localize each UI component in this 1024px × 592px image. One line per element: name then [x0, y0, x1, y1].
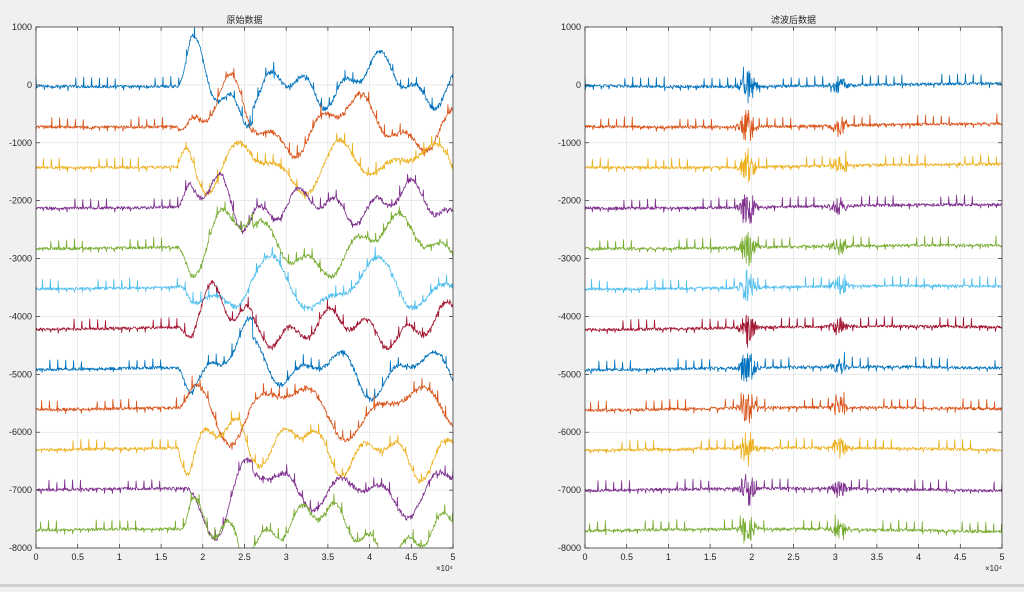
x-tick-label: 2.5	[238, 552, 251, 562]
x-tick-label: 1	[666, 552, 671, 562]
y-tick-label: -2000	[9, 196, 32, 206]
x-tick-label: 0	[582, 552, 587, 562]
y-tick-label: -6000	[9, 427, 32, 437]
series-line-11	[585, 473, 1002, 506]
x-tick-label: 4.5	[954, 552, 967, 562]
y-tick-label: -6000	[558, 427, 581, 437]
series-line-8	[585, 351, 1002, 383]
y-tick-label: -4000	[558, 311, 581, 321]
y-tick-label: 0	[576, 80, 581, 90]
axes-filtered-data: 0 0.5 1 1.5 2 2.5 3 3.5 4 4.5 5 1000 0 -1000 -2000 -300…	[558, 14, 1005, 573]
axes-raw-data: 0 0.5 1 1.5 2 2.5 3 3.5 4 4.5 5 1000 0 -1000 -2000 -300…	[9, 14, 456, 573]
x-tick-label: 4	[367, 552, 372, 562]
x-tick-label: 3.5	[322, 552, 335, 562]
y-tick-label: -2000	[558, 196, 581, 206]
y-tick-label: -8000	[558, 543, 581, 553]
x-tick-label: 0.5	[620, 552, 633, 562]
x-tick-label: 1	[117, 552, 122, 562]
y-tick-label: -3000	[558, 254, 581, 264]
series-line-10	[36, 410, 453, 484]
series-line-6	[585, 269, 1002, 302]
x-tick-label: 3.5	[871, 552, 884, 562]
series-line-11	[36, 457, 453, 542]
x-exponent-label: ×10⁴	[436, 564, 454, 573]
x-tick-label: 4.5	[405, 552, 418, 562]
chart-title: 滤波后数据	[771, 14, 816, 25]
x-tick-label: 4	[916, 552, 921, 562]
x-tick-label: 5	[450, 552, 455, 562]
window-bottom-border	[0, 584, 1024, 587]
series-line-2	[36, 68, 453, 160]
series-line-1	[36, 27, 453, 129]
x-tick-label: 2	[749, 552, 754, 562]
series-line-10	[585, 432, 1002, 467]
series-group	[36, 27, 453, 548]
series-line-5	[585, 231, 1002, 267]
y-tick-label: -1000	[558, 138, 581, 148]
y-tick-label: -5000	[9, 369, 32, 379]
x-tick-label: 1.5	[155, 552, 168, 562]
y-tick-label: 1000	[12, 22, 32, 32]
series-line-8	[36, 316, 453, 403]
series-group	[585, 66, 1002, 544]
series-line-12	[36, 492, 453, 548]
series-line-7	[36, 280, 453, 351]
series-line-2	[585, 109, 1002, 141]
y-tick-label: -5000	[558, 369, 581, 379]
y-tick-label: -8000	[9, 543, 32, 553]
series-line-12	[585, 514, 1002, 544]
y-tick-label: -4000	[9, 311, 32, 321]
x-tick-label: 2	[200, 552, 205, 562]
x-tick-label: 3	[833, 552, 838, 562]
x-tick-label: 3	[284, 552, 289, 562]
y-tick-label: -1000	[9, 138, 32, 148]
y-tick-label: -7000	[9, 485, 32, 495]
series-line-7	[585, 314, 1002, 348]
series-line-4	[585, 194, 1002, 225]
series-line-6	[36, 246, 453, 312]
series-line-9	[585, 391, 1002, 424]
x-tick-label: 0	[33, 552, 38, 562]
y-tick-label: 0	[27, 80, 32, 90]
series-line-3	[585, 147, 1002, 183]
x-tick-label: 2.5	[787, 552, 800, 562]
x-exponent-label: ×10⁴	[985, 564, 1003, 573]
series-line-9	[36, 375, 453, 450]
series-line-4	[36, 171, 453, 235]
x-tick-label: 5	[999, 552, 1004, 562]
y-tick-label: 1000	[561, 22, 581, 32]
y-tick-label: -7000	[558, 485, 581, 495]
x-tick-label: 1.5	[704, 552, 717, 562]
series-line-5	[36, 201, 453, 279]
series-line-3	[36, 132, 453, 200]
x-tick-label: 0.5	[71, 552, 84, 562]
chart-title: 原始数据	[226, 14, 262, 25]
series-line-1	[585, 66, 1002, 104]
y-tick-label: -3000	[9, 254, 32, 264]
